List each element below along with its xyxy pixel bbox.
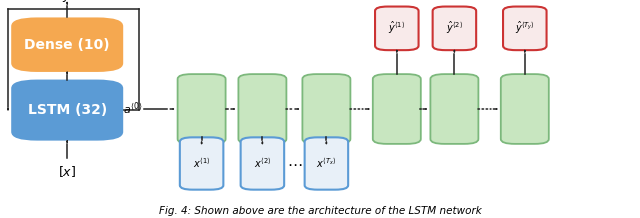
Text: $\cdots$: $\cdots$ <box>287 156 302 171</box>
FancyBboxPatch shape <box>12 17 123 72</box>
Text: $x^{\langle T_x \rangle}$: $x^{\langle T_x \rangle}$ <box>316 157 337 170</box>
FancyBboxPatch shape <box>239 74 287 144</box>
Text: $\hat{y}^{\langle 2 \rangle}$: $\hat{y}^{\langle 2 \rangle}$ <box>446 20 463 36</box>
Text: Fig. 4: Shown above are the architecture of the LSTM network: Fig. 4: Shown above are the architecture… <box>159 206 481 216</box>
Text: $\hat{y}^{\langle 1 \rangle}$: $\hat{y}^{\langle 1 \rangle}$ <box>388 20 405 36</box>
FancyBboxPatch shape <box>433 7 476 50</box>
Text: $[x]$: $[x]$ <box>58 164 76 179</box>
FancyBboxPatch shape <box>503 7 547 50</box>
Text: Dense (10): Dense (10) <box>24 38 110 52</box>
Text: $[\hat{y}]$: $[\hat{y}]$ <box>58 0 76 5</box>
FancyBboxPatch shape <box>375 7 419 50</box>
FancyBboxPatch shape <box>303 74 351 144</box>
FancyBboxPatch shape <box>241 137 284 190</box>
Text: $a^{\langle 0 \rangle}$: $a^{\langle 0 \rangle}$ <box>123 101 143 117</box>
FancyBboxPatch shape <box>372 74 421 144</box>
FancyBboxPatch shape <box>500 74 548 144</box>
Text: $\hat{y}^{\langle T_y \rangle}$: $\hat{y}^{\langle T_y \rangle}$ <box>515 20 535 36</box>
FancyBboxPatch shape <box>180 137 223 190</box>
Text: $x^{\langle 2 \rangle}$: $x^{\langle 2 \rangle}$ <box>253 157 271 170</box>
FancyBboxPatch shape <box>305 137 348 190</box>
Text: LSTM (32): LSTM (32) <box>28 103 107 117</box>
FancyBboxPatch shape <box>430 74 479 144</box>
FancyBboxPatch shape <box>178 74 226 144</box>
Text: $x^{\langle 1 \rangle}$: $x^{\langle 1 \rangle}$ <box>193 157 211 170</box>
FancyBboxPatch shape <box>12 80 123 141</box>
